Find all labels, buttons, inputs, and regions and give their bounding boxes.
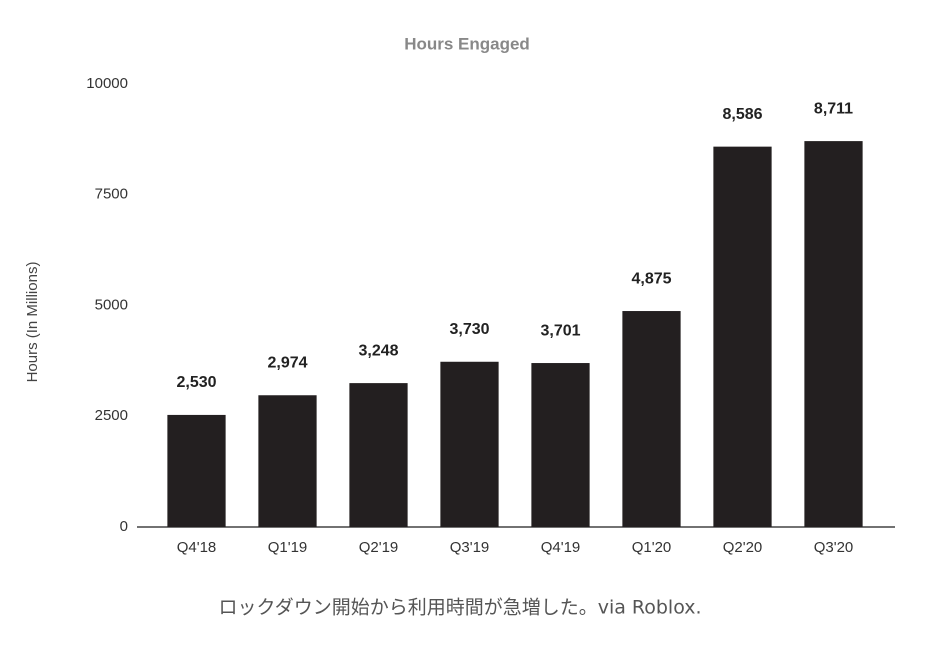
y-tick-label: 0 [120,518,128,535]
x-tick-label: Q1'20 [632,539,672,556]
y-axis-label: Hours (In Millions) [24,262,41,383]
bar [804,141,863,527]
value-label: 8,586 [722,106,762,123]
value-label: 8,711 [814,100,853,117]
y-tick-label: 7500 [95,186,128,203]
x-tick-label: Q3'19 [450,539,490,556]
x-tick-label: Q2'20 [723,539,763,556]
value-label: 3,248 [358,342,398,359]
value-label: 2,530 [176,374,216,391]
x-tick-label: Q3'20 [814,539,854,556]
value-label: 4,875 [631,270,671,287]
value-label: 3,730 [449,321,489,338]
bar [258,395,317,527]
x-tick-label: Q4'18 [177,539,217,556]
bar [531,363,590,527]
bar [167,414,226,527]
y-tick-label: 2500 [95,407,128,424]
bar [349,383,408,527]
x-tick-label: Q4'19 [541,539,581,556]
y-tick-label: 5000 [95,296,128,313]
chart-title: Hours Engaged [404,34,530,53]
value-label: 2,974 [267,354,307,371]
x-tick-label: Q2'19 [359,539,399,556]
bar [440,361,499,527]
caption: ロックダウン開始から利用時間が急増した。via Roblox. [218,597,701,619]
x-tick-label: Q1'19 [268,539,308,556]
bar [622,311,681,527]
value-label: 3,701 [540,322,580,339]
bar [713,146,772,527]
y-tick-label: 10000 [86,75,128,92]
